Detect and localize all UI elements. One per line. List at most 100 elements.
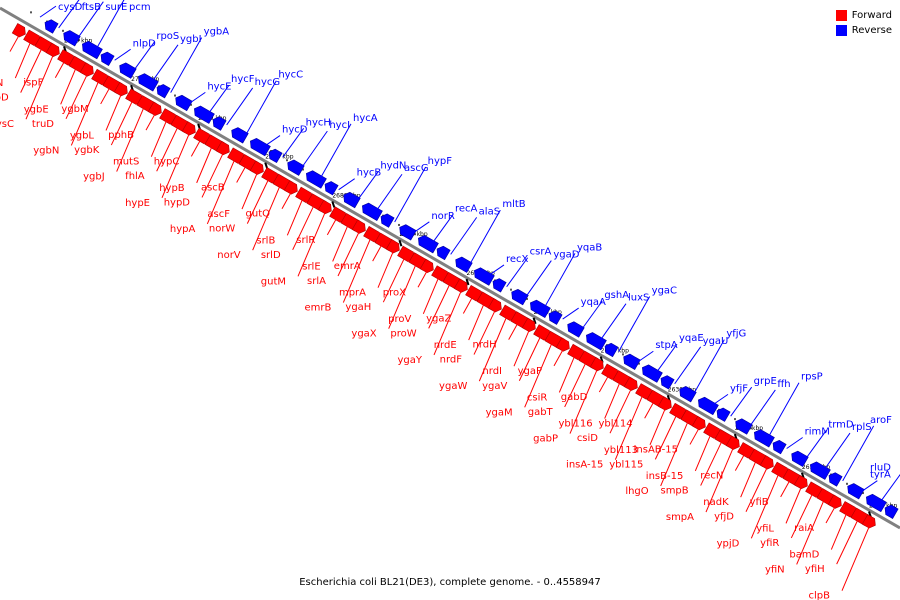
forward-gene-label: insA-15	[566, 460, 603, 471]
forward-leader	[433, 288, 463, 356]
minor-tick	[62, 29, 64, 32]
reverse-gene-block	[380, 213, 395, 228]
forward-leader	[462, 295, 474, 314]
forward-gene-block	[147, 101, 162, 116]
forward-gene-label: ybl116	[559, 419, 593, 430]
reverse-gene-block	[511, 288, 529, 306]
forward-gene-label: csiR	[527, 392, 547, 403]
forward-gene-label: yfiN	[765, 564, 785, 575]
forward-leader	[105, 92, 123, 131]
reverse-gene-block	[828, 472, 843, 487]
reverse-gene-block	[698, 396, 719, 416]
forward-gene-label: srlD	[261, 250, 281, 261]
forward-gene-label: pphB	[108, 130, 134, 141]
reverse-gene-block	[735, 418, 753, 435]
scale-label: 2720 kbp	[64, 37, 92, 44]
reverse-leader	[132, 41, 155, 72]
reverse-leader	[95, 0, 125, 50]
forward-leader	[246, 177, 270, 224]
reverse-leader	[394, 166, 427, 223]
reverse-gene-block	[250, 137, 271, 157]
forward-leader	[750, 472, 780, 539]
forward-leader	[614, 393, 644, 460]
forward-swatch	[835, 10, 847, 21]
forward-gene-block	[283, 180, 298, 195]
forward-gene-label: ygaM	[486, 407, 513, 418]
forward-gene-label: hypB	[159, 183, 185, 194]
forward-gene-label: recN	[700, 471, 723, 482]
forward-leader	[388, 262, 418, 329]
forward-leader	[740, 458, 758, 498]
reverse-gene-block	[866, 493, 887, 513]
minor-tick	[750, 427, 752, 430]
reverse-leader	[879, 473, 900, 503]
forward-gene-label: ispF	[23, 78, 43, 89]
reverse-leader	[599, 303, 627, 341]
forward-gene-label: gabD	[561, 392, 588, 403]
forward-gene-label: proV	[388, 314, 411, 325]
reverse-gene-label: surE	[105, 2, 127, 13]
gene-blocks	[11, 19, 899, 529]
forward-gene-label: proX	[383, 287, 406, 298]
minor-tick	[398, 223, 400, 226]
forward-leader	[241, 170, 259, 210]
reverse-gene-label: nlpD	[133, 38, 156, 49]
forward-gene-label: yfjD	[714, 512, 734, 523]
forward-leader	[150, 118, 168, 157]
forward-gene-block	[861, 514, 876, 529]
reverse-gene-block	[175, 94, 193, 112]
forward-leader	[508, 321, 520, 340]
forward-gene-label: hypE	[125, 198, 150, 209]
forward-leader	[524, 341, 554, 408]
reverse-gene-label: luxS	[628, 293, 649, 304]
reverse-leader	[226, 87, 254, 126]
reverse-gene-block	[455, 256, 473, 273]
forward-gene-label: emrA	[334, 261, 361, 272]
forward-leader	[468, 301, 486, 341]
minor-tick	[414, 233, 416, 236]
reverse-gene-block	[474, 267, 495, 286]
reverse-gene-block	[884, 504, 899, 519]
forward-leader	[281, 190, 293, 209]
reverse-gene-label: recX	[506, 254, 529, 265]
forward-gene-label: csiD	[577, 433, 598, 444]
reverse-leader	[823, 432, 851, 471]
reverse-gene-block	[324, 181, 339, 196]
forward-gene-label: nrdF	[440, 355, 463, 366]
forward-gene-block	[759, 455, 774, 470]
reverse-gene-block	[212, 116, 227, 131]
forward-leader	[60, 66, 78, 105]
reverse-gene-label: yqaA	[581, 297, 606, 308]
minor-tick	[286, 159, 288, 162]
reverse-leader	[263, 135, 281, 147]
reverse-gene-label: hycI	[329, 120, 350, 131]
reverse-leader	[58, 0, 80, 29]
forward-gene-label: gabT	[528, 407, 554, 418]
minor-tick	[174, 94, 176, 97]
forward-gene-label: yfiL	[756, 523, 774, 534]
forward-gene-block	[623, 376, 638, 391]
reverse-leader	[319, 123, 352, 180]
minor-tick	[510, 288, 512, 291]
forward-gene-label: raiA	[794, 523, 814, 534]
forward-leader	[252, 183, 282, 251]
reverse-gene-label: ygaD	[553, 250, 579, 261]
reverse-gene-block	[63, 30, 81, 47]
reverse-leader	[674, 346, 702, 385]
reverse-leader	[618, 296, 651, 352]
forward-leader	[286, 197, 304, 236]
reverse-leader	[282, 128, 305, 158]
reverse-gene-label: rpoS	[156, 31, 179, 42]
forward-gene-label: nrdE	[434, 340, 457, 351]
forward-gene-label: insB-15	[646, 471, 684, 482]
forward-leader	[337, 229, 361, 277]
forward-leader	[25, 53, 55, 120]
reverse-leader	[748, 389, 776, 428]
forward-gene-label: mutS	[113, 157, 139, 168]
forward-gene-label: ygaY	[397, 355, 422, 366]
forward-gene-label: yfiR	[760, 538, 779, 549]
forward-leader	[780, 478, 792, 498]
reverse-gene-label: yfjF	[730, 383, 748, 394]
forward-gene-label: norW	[209, 224, 236, 235]
major-tick	[331, 201, 336, 208]
